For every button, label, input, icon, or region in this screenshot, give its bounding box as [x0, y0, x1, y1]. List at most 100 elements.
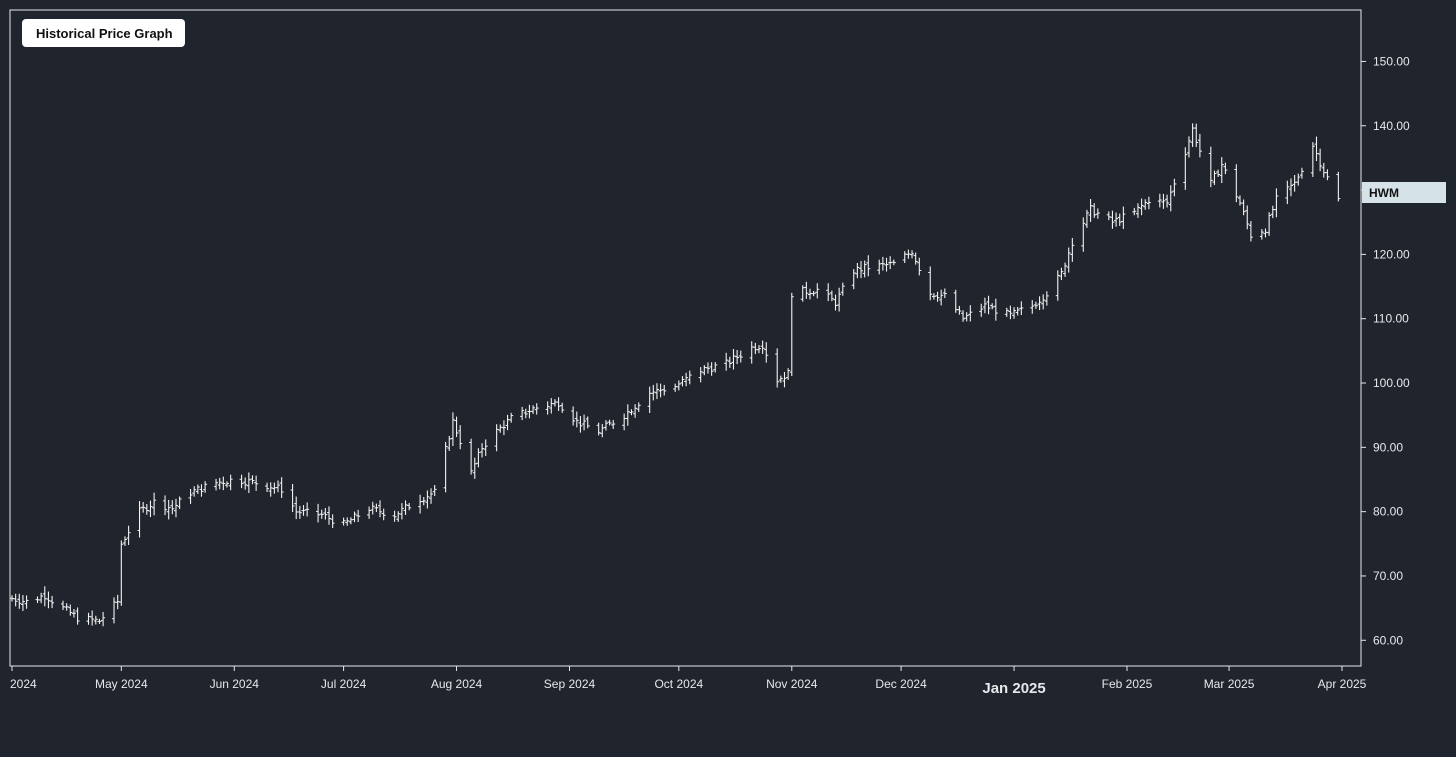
ohlc-bar — [367, 506, 372, 519]
ohlc-bar — [753, 342, 758, 355]
ohlc-bar — [101, 611, 106, 627]
ohlc-bar — [596, 422, 601, 436]
x-tick-label: 2024 — [10, 677, 37, 691]
ohlc-bar — [1070, 237, 1075, 262]
y-tick-label: 60.00 — [1373, 633, 1403, 647]
ohlc-bar — [687, 370, 692, 385]
ohlc-bar — [1197, 133, 1202, 158]
ohlc-bar — [203, 481, 208, 493]
ohlc-bar — [396, 511, 401, 522]
ohlc-bar — [928, 266, 933, 301]
ohlc-bar — [221, 476, 226, 491]
ohlc-bar — [906, 249, 911, 259]
ohlc-bar — [1288, 178, 1293, 197]
ohlc-bar — [1114, 212, 1119, 227]
ohlc-bar — [1084, 209, 1089, 228]
ohlc-bar — [501, 420, 506, 436]
ohlc-bar — [148, 500, 153, 518]
ohlc-bar — [603, 420, 608, 431]
ohlc-bar — [1110, 210, 1115, 229]
ohlc-bar — [90, 610, 95, 626]
ohlc-bar — [1157, 193, 1162, 208]
ohlc-bar — [24, 595, 29, 609]
ohlc-bar — [953, 289, 958, 313]
x-tick-label: Aug 2024 — [431, 677, 483, 691]
x-tick-label: Jun 2024 — [210, 677, 260, 691]
ohlc-bar — [381, 508, 386, 521]
ohlc-bar — [1314, 136, 1319, 162]
ohlc-bar — [86, 612, 91, 625]
ohlc-bar — [1183, 147, 1188, 190]
ohlc-bar — [42, 586, 47, 607]
ohlc-bar — [432, 484, 437, 497]
ohlc-bar — [964, 312, 969, 322]
ohlc-bar — [177, 496, 182, 510]
ohlc-bar — [1172, 178, 1177, 197]
ohlc-bar — [254, 475, 259, 491]
ohlc-bar — [676, 380, 681, 391]
ohlc-bar — [1212, 170, 1217, 185]
ohlc-bar — [319, 509, 324, 519]
ohlc-bar — [629, 409, 634, 416]
ohlc-bar — [520, 406, 525, 421]
ohlc-bar — [786, 368, 791, 380]
ohlc-bar — [1161, 193, 1166, 209]
ohlc-bar — [910, 250, 915, 259]
ohlc-bar — [633, 404, 638, 418]
x-tick-label: Mar 2025 — [1204, 677, 1255, 691]
ohlc-bar — [1216, 169, 1221, 177]
ohlc-bar — [246, 472, 251, 494]
ohlc-bar — [418, 494, 423, 514]
ohlc-bar — [250, 475, 255, 485]
ohlc-bar — [341, 517, 346, 526]
ohlc-bar — [1088, 198, 1093, 222]
ohlc-bar — [523, 408, 528, 419]
ohlc-bar — [1296, 173, 1301, 186]
ohlc-bar — [749, 341, 754, 364]
ohlc-bar — [1033, 301, 1038, 309]
ohlc-bar — [1139, 198, 1144, 216]
ohlc-bar — [1041, 294, 1046, 310]
ohlc-bar — [979, 303, 984, 317]
ohlc-bar — [651, 384, 656, 401]
ohlc-bar — [505, 414, 510, 431]
ohlc-bar — [403, 500, 408, 515]
ohlc-bar — [75, 607, 80, 625]
ohlc-bar — [122, 536, 127, 546]
ohlc-bar — [1318, 148, 1323, 172]
ohlc-bar — [265, 482, 270, 493]
ohlc-bar — [680, 376, 685, 387]
ohlc-bar — [192, 486, 197, 497]
ohlc-bar — [10, 595, 14, 602]
ohlc-bar — [862, 260, 867, 278]
ohlc-bar — [425, 490, 430, 509]
y-tick-label: 120.00 — [1373, 247, 1410, 261]
ohlc-bar — [1299, 167, 1304, 179]
ohlc-bar — [17, 593, 22, 609]
ohlc-bar — [1092, 203, 1097, 218]
ohlc-bar — [352, 511, 357, 523]
x-tick-label: Jul 2024 — [321, 677, 367, 691]
ohlc-bar — [1132, 207, 1137, 216]
ohlc-bar — [294, 496, 299, 520]
ohlc-bar — [1055, 270, 1060, 301]
ohlc-bar — [764, 342, 769, 363]
ohlc-bar — [356, 509, 361, 523]
ohlc-bar — [1037, 296, 1042, 311]
ohlc-bar — [173, 498, 178, 518]
ohlc-bar — [152, 492, 157, 516]
ohlc-bar — [1008, 305, 1013, 320]
ohlc-bar — [1259, 229, 1264, 240]
ohlc-bar — [163, 495, 168, 516]
y-axis: 60.0070.0080.0090.00100.00110.00120.0013… — [1361, 54, 1410, 647]
ohlc-bar — [1015, 306, 1020, 316]
ohlc-bar — [243, 477, 248, 490]
ohlc-bar — [399, 503, 404, 520]
ohlc-bar — [877, 259, 882, 275]
ohlc-bar — [724, 352, 729, 371]
ohlc-bar — [552, 399, 557, 407]
ohlc-bar — [494, 424, 499, 452]
ohlc-bar — [891, 259, 896, 266]
ohlc-bar — [68, 604, 73, 616]
